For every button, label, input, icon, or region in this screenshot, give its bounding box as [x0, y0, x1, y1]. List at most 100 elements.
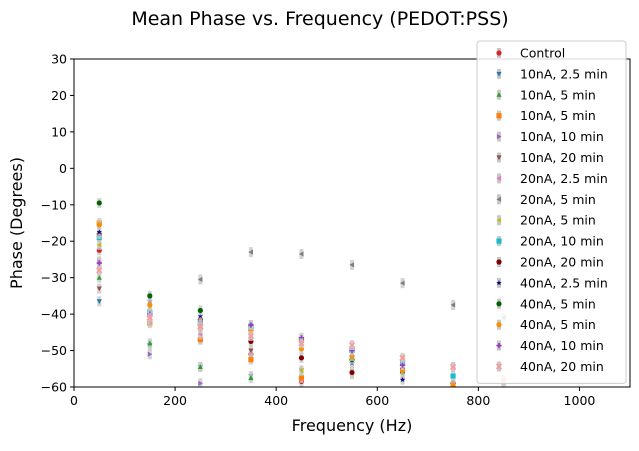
x-tick-label: 800 [466, 393, 490, 408]
x-axis-label: Frequency (Hz) [292, 416, 413, 435]
legend-box [476, 40, 627, 384]
legend-marker [496, 113, 502, 119]
legend-label: 20nA, 5 min [520, 192, 596, 207]
legend-marker [496, 301, 502, 307]
data-point [197, 323, 204, 331]
data-point [197, 313, 204, 319]
data-point [96, 260, 102, 266]
data-point [96, 286, 102, 292]
data-point [399, 376, 406, 383]
data-point [197, 307, 203, 314]
x-tick-label: 1000 [564, 393, 596, 408]
y-axis: 30 20 10 0 −10 −20 −30 −40 −50 −60 [41, 52, 74, 395]
data-point [248, 357, 254, 363]
y-tick-label: −30 [41, 270, 67, 285]
x-tick-label: 0 [70, 393, 78, 408]
data-point [349, 262, 355, 268]
data-point [96, 200, 102, 206]
data-point [450, 302, 456, 308]
y-tick-label: −50 [41, 343, 67, 358]
x-tick-label: 200 [163, 393, 187, 408]
data-point [349, 369, 355, 376]
legend-marker [495, 363, 503, 370]
legend-label: 40nA, 20 min [520, 359, 604, 374]
legend: Control 10nA, 2.5 min 10nA, 5 min 10nA, 5 m… [476, 40, 627, 384]
legend-marker [496, 134, 502, 140]
legend-label: 10nA, 5 min [520, 108, 596, 123]
legend-marker [496, 50, 502, 56]
legend-label: 10nA, 5 min [520, 87, 596, 102]
legend-label: 20nA, 2.5 min [520, 171, 608, 186]
legend-marker [496, 175, 502, 181]
legend-label: 10nA, 2.5 min [520, 66, 608, 81]
series-group [96, 218, 305, 383]
y-tick-label: −40 [41, 307, 67, 322]
data-point [298, 340, 305, 347]
y-tick-label: 30 [51, 52, 67, 67]
legend-label: 20nA, 20 min [520, 255, 604, 270]
y-tick-label: 10 [51, 124, 67, 139]
series-group [96, 265, 507, 387]
data-point [298, 355, 305, 361]
y-tick-label: −60 [41, 380, 67, 395]
x-axis: 0 200 400 600 800 1000 [70, 387, 595, 408]
y-axis-label: Phase (Degrees) [7, 157, 26, 289]
legend-label: 10nA, 10 min [520, 129, 604, 144]
x-tick-label: 600 [365, 393, 389, 408]
data-point [197, 364, 203, 370]
plot-frame [73, 58, 631, 388]
legend-label: 40nA, 5 min [520, 296, 596, 311]
legend-marker [496, 259, 502, 265]
y-tick-label: −10 [41, 197, 67, 212]
x-tick-label: 400 [264, 393, 288, 408]
data-point [147, 340, 153, 346]
legend-marker [496, 217, 502, 223]
data-point [197, 276, 203, 283]
legend-marker [496, 155, 502, 161]
y-tick-label: 0 [59, 161, 67, 176]
data-point [450, 382, 456, 387]
y-tick-label: 20 [51, 88, 67, 103]
data-point [147, 302, 153, 308]
legend-label: 20nA, 5 min [520, 213, 596, 228]
data-point [96, 299, 102, 304]
data-point [146, 314, 153, 321]
data-point [248, 249, 253, 255]
legend-label: Control [520, 46, 565, 61]
legend-marker [496, 238, 502, 244]
data-point [96, 222, 102, 228]
data-point [96, 267, 103, 274]
legend-label: 40nA, 2.5 min [520, 275, 608, 290]
data-point [450, 373, 456, 379]
data-point [248, 348, 254, 354]
data-point [198, 380, 203, 386]
legend-label: 40nA, 5 min [520, 317, 596, 332]
legend-label: 20nA, 10 min [520, 234, 604, 249]
data-point [96, 229, 102, 235]
data-point [197, 337, 203, 343]
data-point [147, 293, 153, 299]
legend-marker [496, 322, 502, 328]
series-group [96, 296, 254, 382]
data-point [147, 351, 153, 357]
data-point [248, 375, 254, 380]
legend-label: 40nA, 10 min [520, 338, 604, 353]
data-point [399, 362, 406, 368]
data-point [96, 275, 102, 280]
y-tick-label: −20 [41, 234, 67, 249]
points-layer [96, 197, 507, 387]
data-point [449, 363, 457, 371]
data-point [298, 368, 304, 374]
legend-marker [496, 71, 502, 77]
series-group [96, 272, 254, 383]
legend-marker [496, 343, 502, 349]
data-point [96, 242, 102, 248]
legend-marker [496, 196, 502, 202]
chart-title: Mean Phase vs. Frequency (PEDOT:PSS) [131, 8, 508, 30]
data-point [298, 251, 304, 257]
legend-marker [496, 92, 502, 97]
data-point [399, 280, 405, 286]
data-point [348, 341, 356, 349]
